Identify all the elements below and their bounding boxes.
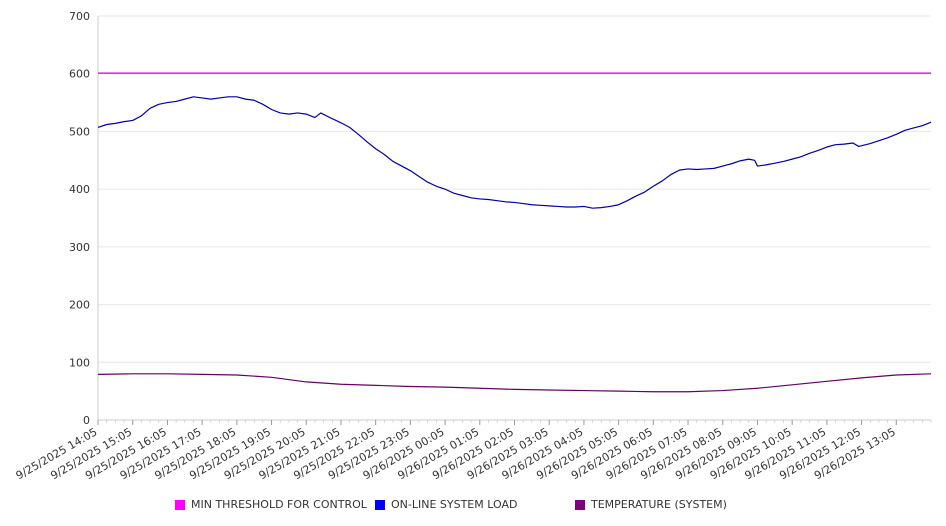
legend-label-min-threshold: MIN THRESHOLD FOR CONTROL xyxy=(191,498,367,511)
series-line-temperature xyxy=(97,373,932,393)
grid-lines xyxy=(98,15,931,363)
y-tick-label: 200 xyxy=(69,299,90,312)
y-tick-label: 300 xyxy=(69,241,90,254)
y-tick-label: 700 xyxy=(69,10,90,23)
legend-item-min-threshold[interactable]: MIN THRESHOLD FOR CONTROL xyxy=(175,498,367,511)
legend: MIN THRESHOLD FOR CONTROL ON-LINE SYSTEM… xyxy=(0,498,946,514)
legend-label-system-load: ON-LINE SYSTEM LOAD xyxy=(391,498,518,511)
x-axis: 9/25/2025 14:059/25/2025 15:059/25/2025 … xyxy=(14,419,932,482)
y-tick-label: 400 xyxy=(69,183,90,196)
legend-item-temperature[interactable]: TEMPERATURE (SYSTEM) xyxy=(575,498,727,511)
series-line-system-load xyxy=(97,96,932,209)
legend-swatch-temperature xyxy=(575,499,585,510)
y-tick-label: 600 xyxy=(69,68,90,81)
legend-label-temperature: TEMPERATURE (SYSTEM) xyxy=(591,498,727,511)
legend-swatch-min-threshold xyxy=(175,499,185,510)
series-lines xyxy=(97,72,932,393)
y-axis: 0 100 200 300 400 500 600 700 xyxy=(69,10,99,427)
legend-swatch-system-load xyxy=(375,499,385,510)
y-tick-label: 0 xyxy=(83,414,90,427)
legend-item-system-load[interactable]: ON-LINE SYSTEM LOAD xyxy=(375,498,517,511)
y-tick-label: 500 xyxy=(69,125,90,138)
y-tick-label: 100 xyxy=(69,356,90,369)
